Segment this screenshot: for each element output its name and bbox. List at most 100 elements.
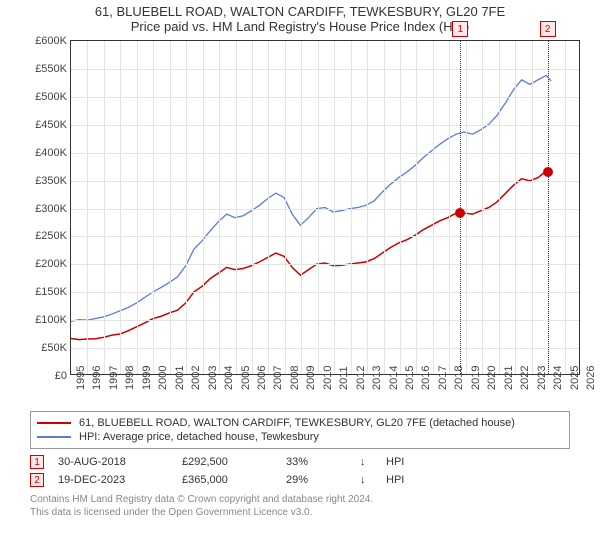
grid-v bbox=[466, 41, 467, 374]
x-tick-label: 2019 bbox=[470, 366, 482, 390]
x-tick-label: 2024 bbox=[552, 366, 564, 390]
grid-v bbox=[532, 41, 533, 374]
y-tick-label: £500K bbox=[23, 91, 67, 103]
grid-h bbox=[71, 125, 579, 126]
x-tick-label: 2005 bbox=[240, 366, 252, 390]
x-tick-label: 2021 bbox=[503, 366, 515, 390]
sales-row: 130-AUG-2018£292,50033%↓HPI bbox=[30, 453, 570, 471]
legend-label: 61, BLUEBELL ROAD, WALTON CARDIFF, TEWKE… bbox=[79, 417, 515, 429]
legend-row: HPI: Average price, detached house, Tewk… bbox=[37, 430, 563, 444]
grid-v bbox=[318, 41, 319, 374]
grid-v bbox=[433, 41, 434, 374]
legend-swatch bbox=[37, 436, 71, 438]
legend-box: 61, BLUEBELL ROAD, WALTON CARDIFF, TEWKE… bbox=[30, 411, 570, 449]
x-tick-label: 2007 bbox=[272, 366, 284, 390]
y-tick-label: £200K bbox=[23, 258, 67, 270]
grid-v bbox=[153, 41, 154, 374]
grid-v bbox=[120, 41, 121, 374]
x-tick-label: 1995 bbox=[75, 366, 87, 390]
footer-line-1: Contains HM Land Registry data © Crown c… bbox=[30, 493, 570, 506]
footer-line-2: This data is licensed under the Open Gov… bbox=[30, 506, 570, 519]
x-tick-label: 2014 bbox=[388, 366, 400, 390]
grid-v bbox=[170, 41, 171, 374]
grid-v bbox=[449, 41, 450, 374]
y-tick-label: £400K bbox=[23, 147, 67, 159]
x-tick-label: 2013 bbox=[371, 366, 383, 390]
x-tick-label: 1997 bbox=[108, 366, 120, 390]
grid-v bbox=[565, 41, 566, 374]
grid-h bbox=[71, 153, 579, 154]
x-tick-label: 1996 bbox=[91, 366, 103, 390]
sales-table: 130-AUG-2018£292,50033%↓HPI219-DEC-2023£… bbox=[30, 453, 570, 489]
x-tick-label: 2018 bbox=[453, 366, 465, 390]
y-tick-label: £250K bbox=[23, 230, 67, 242]
x-tick-label: 2003 bbox=[207, 366, 219, 390]
x-tick-label: 2025 bbox=[569, 366, 581, 390]
x-tick-label: 2026 bbox=[585, 366, 597, 390]
y-tick-label: £300K bbox=[23, 203, 67, 215]
x-tick-label: 2016 bbox=[420, 366, 432, 390]
y-tick-label: £600K bbox=[23, 35, 67, 47]
grid-v bbox=[87, 41, 88, 374]
sale-vs-label: HPI bbox=[386, 456, 404, 468]
grid-v bbox=[137, 41, 138, 374]
x-tick-label: 2004 bbox=[223, 366, 235, 390]
grid-h bbox=[71, 348, 579, 349]
y-tick-label: £450K bbox=[23, 119, 67, 131]
grid-v bbox=[104, 41, 105, 374]
y-tick-label: £150K bbox=[23, 286, 67, 298]
series-hpi bbox=[71, 75, 551, 321]
grid-v bbox=[400, 41, 401, 374]
title-block: 61, BLUEBELL ROAD, WALTON CARDIFF, TEWKE… bbox=[0, 0, 600, 36]
grid-v bbox=[301, 41, 302, 374]
sale-diff: 29% bbox=[286, 474, 346, 486]
grid-h bbox=[71, 320, 579, 321]
sale-tag: 1 bbox=[30, 455, 44, 469]
grid-v bbox=[203, 41, 204, 374]
y-tick-label: £100K bbox=[23, 314, 67, 326]
grid-v bbox=[367, 41, 368, 374]
title-address: 61, BLUEBELL ROAD, WALTON CARDIFF, TEWKE… bbox=[8, 4, 592, 19]
y-tick-label: £0 bbox=[23, 370, 67, 382]
event-marker: 2 bbox=[540, 21, 556, 37]
line-series-svg bbox=[71, 41, 579, 374]
x-tick-label: 1998 bbox=[124, 366, 136, 390]
grid-v bbox=[285, 41, 286, 374]
grid-v bbox=[351, 41, 352, 374]
grid-v bbox=[252, 41, 253, 374]
series-address bbox=[71, 171, 550, 339]
sale-vs-label: HPI bbox=[386, 474, 404, 486]
sale-tag: 2 bbox=[30, 473, 44, 487]
x-tick-label: 2022 bbox=[519, 366, 531, 390]
sale-marker bbox=[455, 208, 465, 218]
x-tick-label: 2011 bbox=[338, 366, 350, 390]
x-tick-label: 2015 bbox=[404, 366, 416, 390]
grid-v bbox=[499, 41, 500, 374]
sale-diff: 33% bbox=[286, 456, 346, 468]
grid-h bbox=[71, 236, 579, 237]
legend-label: HPI: Average price, detached house, Tewk… bbox=[79, 431, 319, 443]
x-tick-label: 2020 bbox=[486, 366, 498, 390]
y-tick-label: £50K bbox=[23, 342, 67, 354]
x-tick-label: 2012 bbox=[355, 366, 367, 390]
grid-h bbox=[71, 209, 579, 210]
grid-v bbox=[219, 41, 220, 374]
y-tick-label: £550K bbox=[23, 63, 67, 75]
grid-h bbox=[71, 292, 579, 293]
x-tick-label: 2017 bbox=[437, 366, 449, 390]
title-subtitle: Price paid vs. HM Land Registry's House … bbox=[8, 19, 592, 34]
x-tick-label: 2008 bbox=[289, 366, 301, 390]
grid-v bbox=[186, 41, 187, 374]
event-line bbox=[548, 41, 549, 374]
down-arrow-icon: ↓ bbox=[360, 474, 372, 486]
grid-h bbox=[71, 69, 579, 70]
y-tick-label: £350K bbox=[23, 175, 67, 187]
grid-v bbox=[236, 41, 237, 374]
footer-attribution: Contains HM Land Registry data © Crown c… bbox=[30, 493, 570, 519]
down-arrow-icon: ↓ bbox=[360, 456, 372, 468]
grid-v bbox=[334, 41, 335, 374]
grid-v bbox=[416, 41, 417, 374]
sale-price: £292,500 bbox=[182, 456, 272, 468]
x-tick-label: 2001 bbox=[174, 366, 186, 390]
chart-area: £0 £50K £100K £150K £200K £250K £300K £350K £400… bbox=[20, 40, 580, 405]
